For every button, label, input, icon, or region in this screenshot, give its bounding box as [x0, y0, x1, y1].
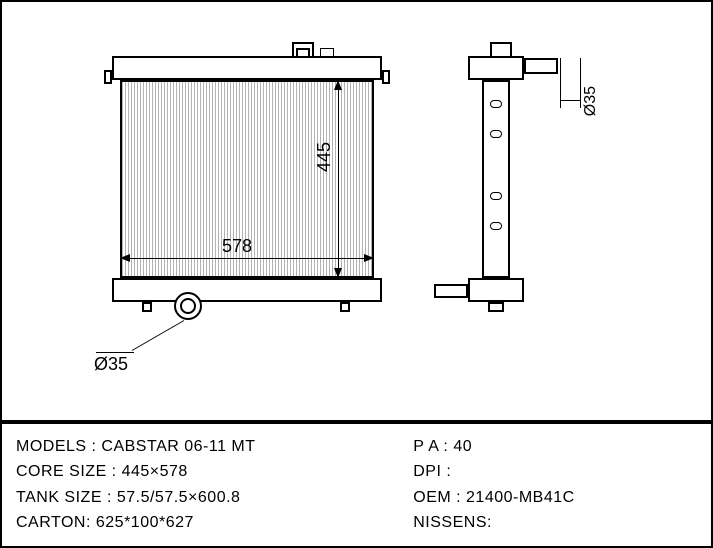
spec-carton-value: 625*100*627	[96, 514, 194, 531]
spec-core-size-value: 445×578	[122, 463, 188, 480]
spec-oem: OEM : 21400-MB41C	[413, 489, 697, 507]
front-bottom-peg-right	[340, 302, 350, 312]
side-bottom-tank	[468, 278, 524, 302]
dim-height-arrow-u	[334, 80, 342, 90]
side-hole-3	[490, 192, 502, 200]
spec-pa-value: 40	[453, 438, 472, 455]
spec-nissens: NISSENS:	[413, 514, 697, 532]
spec-carton: CARTON: 625*100*627	[16, 514, 413, 532]
spec-oem-value: 21400-MB41C	[466, 489, 575, 506]
dim-height-text: 445	[314, 142, 335, 172]
spec-core-size-label: CORE SIZE :	[16, 463, 122, 480]
spec-nissens-label: NISSENS:	[413, 514, 492, 531]
front-outlet-inner	[180, 298, 196, 314]
spec-carton-label: CARTON:	[16, 514, 96, 531]
front-bottom-tank	[112, 278, 382, 302]
dim-width-text: 578	[222, 236, 252, 257]
side-dia-dim-line	[560, 100, 580, 101]
drawing-area: 578 445 Ø35 Ø35	[0, 0, 713, 420]
spec-models: MODELS : CABSTAR 06-11 MT	[16, 438, 413, 456]
front-top-tank	[112, 56, 382, 80]
side-core	[482, 80, 510, 278]
side-hole-1	[490, 100, 502, 108]
front-top-outlet-stub	[320, 48, 334, 58]
side-hole-2	[490, 130, 502, 138]
radiator-side-view: Ø35	[462, 42, 582, 332]
dim-height-arrow-d	[334, 268, 342, 278]
spec-oem-label: OEM :	[413, 489, 466, 506]
front-mount-right	[382, 70, 390, 84]
front-bottom-peg-left	[142, 302, 152, 312]
side-dia-text: Ø35	[582, 86, 600, 116]
spec-pa-label: P A :	[413, 438, 453, 455]
radiator-front-view: 578 445	[112, 42, 382, 332]
spec-dpi-label: DPI :	[413, 463, 451, 480]
dim-width-arrow-r	[364, 254, 374, 262]
spec-tank-size: TANK SIZE : 57.5/57.5×600.8	[16, 489, 413, 507]
specs-right-column: P A : 40 DPI : OEM : 21400-MB41C NISSENS…	[413, 434, 697, 536]
front-mount-left	[104, 70, 112, 84]
side-dia-ext-2	[580, 58, 581, 108]
side-top-hose	[524, 58, 558, 74]
side-hole-4	[490, 222, 502, 230]
specs-table: MODELS : CABSTAR 06-11 MT CORE SIZE : 44…	[0, 420, 713, 548]
spec-models-value: CABSTAR 06-11 MT	[101, 438, 255, 455]
spec-pa: P A : 40	[413, 438, 697, 456]
front-outlet-leader-h	[96, 352, 134, 353]
dim-height-line	[338, 80, 339, 278]
dim-width-line	[120, 258, 374, 259]
spec-tank-size-label: TANK SIZE :	[16, 489, 117, 506]
front-outlet-dia-text: Ø35	[94, 354, 128, 375]
side-top-tank	[468, 56, 524, 80]
side-foot-peg	[488, 302, 504, 312]
side-bottom-hose	[434, 284, 468, 298]
spec-dpi: DPI :	[413, 463, 697, 481]
specs-left-column: MODELS : CABSTAR 06-11 MT CORE SIZE : 44…	[16, 434, 413, 536]
front-filler-neck	[296, 48, 310, 58]
spec-tank-size-value: 57.5/57.5×600.8	[117, 489, 241, 506]
spec-core-size: CORE SIZE : 445×578	[16, 463, 413, 481]
dim-width-arrow-l	[120, 254, 130, 262]
spec-models-label: MODELS :	[16, 438, 101, 455]
